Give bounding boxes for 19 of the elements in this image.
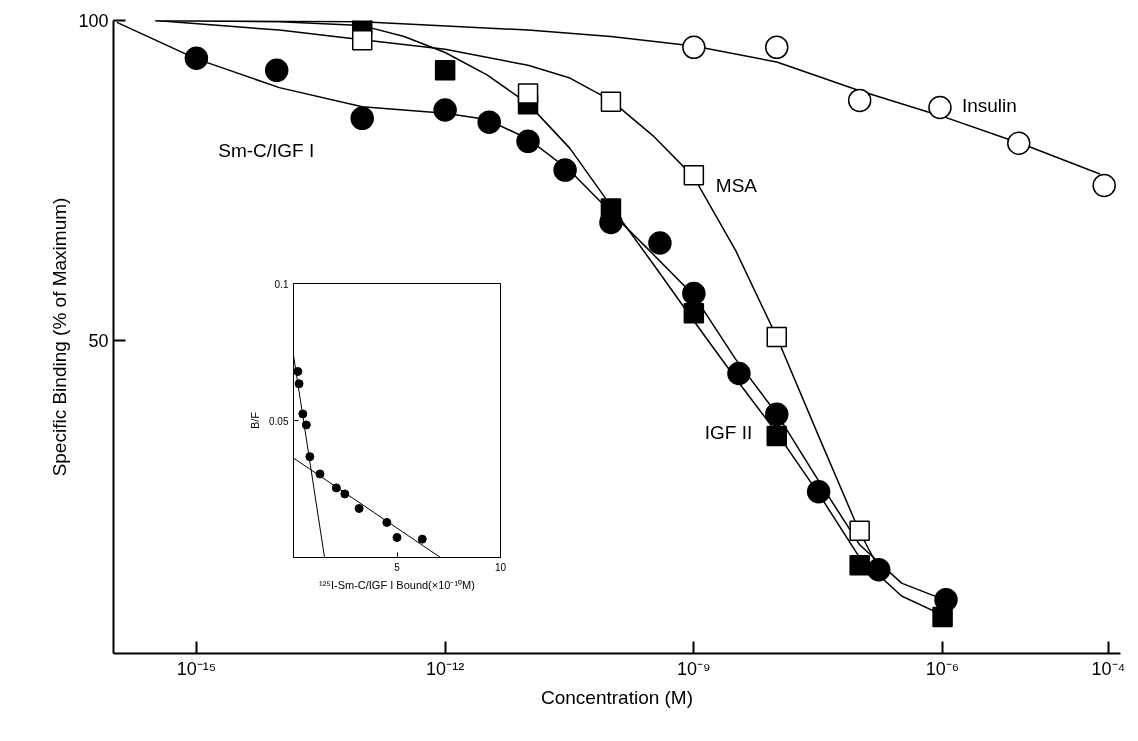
y-tick-label: 100 [78,11,109,31]
y-tick-label: 50 [88,330,109,351]
x-tick-label: 5 [394,561,401,573]
x-axis-title: Concentration (M) [540,686,694,708]
x-tick-label: 10 [494,561,507,573]
series-label: Insulin [961,94,1017,116]
x-tick-label: 10⁻⁹ [676,658,711,679]
x-tick-label: 10⁻⁴ [1091,658,1126,679]
y-axis-title: B/F [249,411,262,430]
series-label: IGF II [704,421,753,443]
x-axis-title: ¹²⁵I-Sm-C/IGF I Bound(×10⁻¹⁰M) [319,578,475,591]
x-tick-label: 10⁻⁶ [925,658,960,679]
y-tick-label: 0.1 [274,278,289,290]
series-label: MSA [715,174,758,196]
y-tick-label: 0.05 [269,415,289,427]
text: Sm-C/IGF I [218,139,315,161]
x-tick-label: 10⁻¹² [426,658,465,679]
y-axis-title: Specific Binding (% of Maximum) [49,197,71,477]
x-tick-label: 10⁻¹⁵ [176,658,217,679]
